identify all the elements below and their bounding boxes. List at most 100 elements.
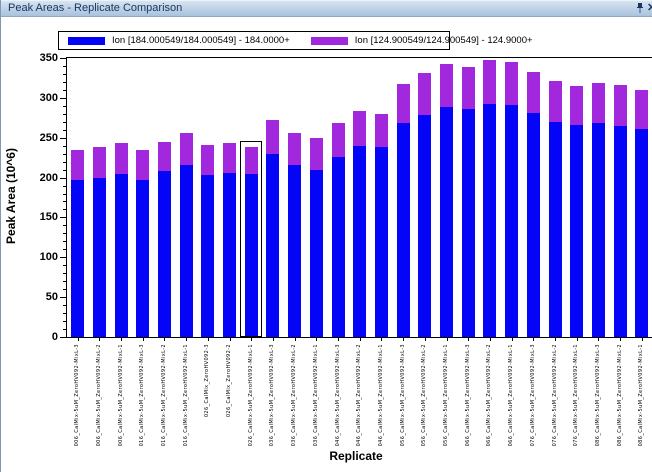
bar-segment-124[interactable]	[440, 63, 453, 107]
bar-segment-184[interactable]	[591, 123, 605, 337]
bar-segment-124[interactable]	[548, 81, 562, 122]
bar-segment-184[interactable]	[353, 146, 367, 337]
bar-segment-124[interactable]	[483, 60, 497, 105]
bar-segment-124[interactable]	[288, 132, 302, 165]
bar-segment-184[interactable]	[114, 173, 128, 337]
x-category-label: 046_CalMix-5uM_ZeroHV092-MixL-3	[334, 344, 341, 447]
bar-segment-184[interactable]	[201, 175, 215, 337]
bar-segment-184[interactable]	[526, 113, 540, 337]
bar-segment-184[interactable]	[266, 154, 280, 337]
bar-segment-124[interactable]	[114, 143, 128, 174]
bar-segment-124[interactable]	[179, 132, 193, 165]
y-axis-tick	[63, 185, 66, 187]
x-category-label: 066_CalMix-5uM_ZeroHV092-MixL-2	[486, 344, 493, 447]
bar-segment-124[interactable]	[157, 141, 171, 172]
y-axis-tick	[63, 73, 66, 75]
bar-segment-124[interactable]	[353, 111, 367, 147]
x-axis-tick	[424, 337, 426, 341]
bar-segment-124[interactable]	[309, 137, 323, 170]
x-category-label: 056_CalMix-5uM_ZeroHV092-MixL-2	[421, 344, 428, 447]
bar-segment-184[interactable]	[179, 164, 193, 337]
bar-segment-184[interactable]	[505, 105, 519, 337]
x-axis-tick	[229, 337, 231, 341]
y-tick-label: 300	[39, 91, 58, 104]
x-axis-tick	[99, 337, 101, 341]
bar-segment-184[interactable]	[396, 122, 410, 337]
y-axis-tick	[63, 89, 66, 91]
bar-segment-124[interactable]	[92, 146, 106, 178]
bar-segment-124[interactable]	[613, 85, 627, 126]
bar-segment-124[interactable]	[266, 120, 280, 155]
bar-segment-184[interactable]	[374, 147, 388, 337]
bar-segment-124[interactable]	[570, 85, 584, 125]
x-axis-tick	[446, 337, 448, 341]
y-axis-tick	[60, 177, 66, 179]
bar-segment-124[interactable]	[505, 62, 519, 106]
bar-segment-124[interactable]	[526, 71, 540, 114]
x-axis-tick	[207, 337, 209, 341]
bar-segment-124[interactable]	[136, 150, 150, 180]
bar-segment-124[interactable]	[461, 66, 475, 110]
x-category-label: 046_CalMix-5uM_ZeroHV092-MixL-2	[356, 344, 363, 447]
pin-icon[interactable]	[634, 1, 646, 15]
bar-segment-184[interactable]	[635, 128, 649, 337]
bar-segment-184[interactable]	[71, 179, 85, 337]
bar-segment-184[interactable]	[548, 121, 562, 337]
x-category-label: 006_CalMix-5uM_ZeroHV092-MixL-2	[95, 344, 102, 447]
bar-segment-184[interactable]	[483, 104, 497, 337]
legend-item: Ion [184.000549/184.000549] - 184.0000+	[68, 35, 290, 46]
legend-label: Ion [124.900549/124.900549] - 124.9000+	[354, 35, 533, 46]
plot-area[interactable]: 0 50 100 150 200 250 300 350 006_CalMix-5uM_Zero…	[40, 52, 652, 446]
bar-segment-124[interactable]	[331, 122, 345, 157]
y-tick-label: 0	[51, 331, 58, 343]
bar-segment-184[interactable]	[288, 164, 302, 337]
bar-segment-124[interactable]	[244, 147, 258, 174]
bar-segment-124[interactable]	[591, 82, 605, 124]
x-axis-tick	[359, 337, 361, 341]
x-axis-tick	[77, 337, 79, 341]
y-axis-tick	[63, 305, 66, 307]
y-axis-tick	[63, 273, 66, 275]
bar-segment-184[interactable]	[223, 172, 236, 337]
bar-segment-184[interactable]	[418, 115, 432, 337]
x-axis-tick	[598, 337, 600, 341]
x-category-label: 016_CalMix-5uM_ZeroHV092-MixL-1	[182, 344, 189, 447]
bar-segment-124[interactable]	[396, 83, 410, 123]
x-axis-tick	[164, 337, 166, 341]
y-axis-tick	[60, 337, 66, 338]
y-axis-tick	[63, 225, 66, 227]
bar-segment-124[interactable]	[201, 144, 215, 176]
bar-segment-124[interactable]	[71, 150, 85, 180]
y-axis-tick	[63, 281, 66, 283]
bar-segment-124[interactable]	[635, 89, 649, 129]
y-axis-tick	[63, 65, 66, 67]
y-axis-tick	[63, 201, 66, 203]
x-category-label: 086_CalMix-5uM_ZeroHV092-MixL-1	[638, 344, 645, 447]
x-category-label: 036_CalMix-5uM_ZeroHV092-MixL-3	[269, 344, 276, 447]
bar-segment-184[interactable]	[440, 106, 453, 337]
y-axis-tick	[63, 329, 66, 331]
x-category-label: 086_CalMix-5uM_ZeroHV092-MixL-2	[616, 344, 623, 447]
close-icon[interactable]: ✕	[647, 1, 652, 15]
y-tick-label: 350	[39, 52, 58, 64]
y-axis-tick	[63, 233, 66, 235]
bar-segment-184[interactable]	[92, 177, 106, 337]
x-category-label: 026_CalMix-5uM_ZeroHV092-MixL-1	[247, 344, 254, 447]
bar-segment-184[interactable]	[244, 173, 258, 337]
y-axis-tick	[63, 153, 66, 155]
x-axis-tick	[381, 337, 383, 341]
bar-segment-184[interactable]	[157, 171, 171, 337]
x-axis-tick	[186, 337, 188, 341]
y-axis-tick	[63, 129, 66, 131]
bar-segment-124[interactable]	[418, 73, 432, 116]
bar-segment-184[interactable]	[331, 156, 345, 337]
bar-segment-184[interactable]	[136, 179, 150, 337]
bar-segment-184[interactable]	[570, 124, 584, 337]
bar-segment-124[interactable]	[374, 113, 388, 148]
bar-segment-184[interactable]	[309, 169, 323, 337]
bar-segment-184[interactable]	[613, 125, 627, 337]
bar-segment-124[interactable]	[223, 142, 236, 173]
bar-segment-184[interactable]	[461, 109, 475, 337]
y-axis-tick	[60, 217, 66, 219]
x-axis-tick	[121, 337, 122, 341]
